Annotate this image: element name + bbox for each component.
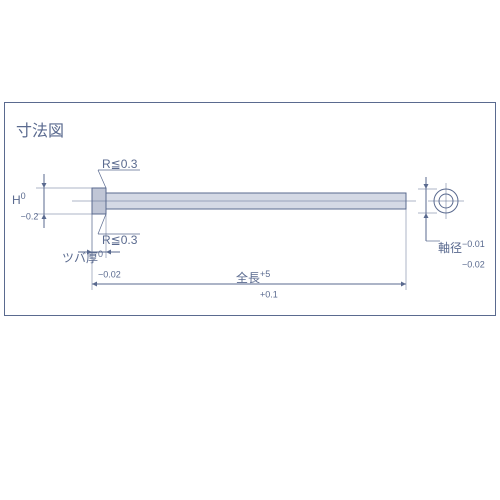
dim-H-label: H0 H−0.2 (12, 192, 38, 221)
tsuba-tol-lower: −0.02 (98, 269, 121, 279)
dim-R-bot-label: R≦0.3 (102, 234, 137, 246)
dim-total-length-label: 全長+5 全長+0.1 (236, 270, 278, 299)
dim-collar-thickness-label: ツバ厚0 ツバ厚−0.02 (62, 250, 121, 279)
dim-H-symbol: H (12, 193, 21, 207)
dim-R-top-label: R≦0.3 (102, 158, 137, 170)
shaft-dia-tol-lower: −0.02 (462, 259, 485, 269)
length-text: 全長 (236, 271, 260, 285)
shaft-dia-text: 軸径 (438, 241, 462, 255)
dim-H-tol-lower: −0.2 (21, 211, 39, 221)
tsuba-text: ツバ厚 (62, 251, 98, 265)
drawing-title: 寸法図 (16, 124, 64, 140)
shaft-dia-tol-upper: −0.01 (462, 239, 485, 249)
dim-shaft-dia-label: 軸径−0.01 軸径−0.02 (438, 240, 485, 269)
tsuba-tol-upper: 0 (98, 249, 103, 259)
dim-H-tol-upper: 0 (21, 191, 26, 201)
length-tol-upper: +5 (260, 269, 270, 279)
length-tol-lower: +0.1 (260, 289, 278, 299)
